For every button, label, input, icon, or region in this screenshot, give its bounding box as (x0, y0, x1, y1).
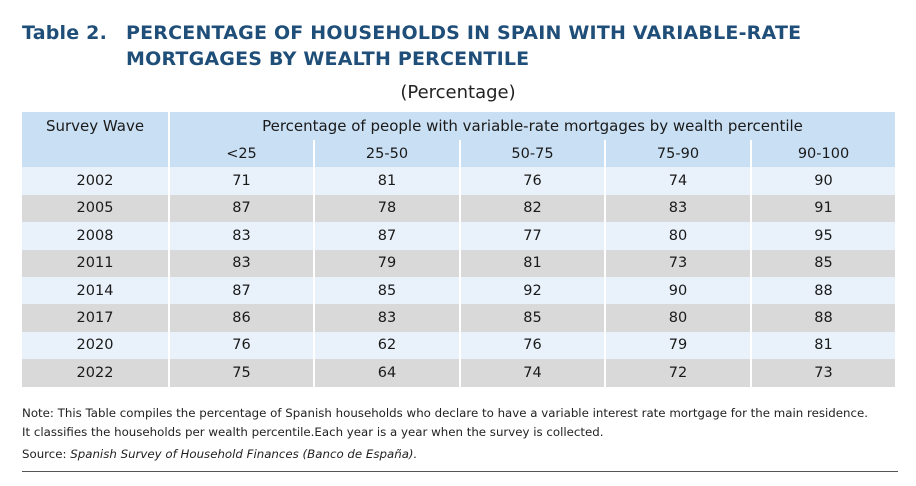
value-cell: 74 (459, 359, 604, 387)
survey-wave-cell: 2014 (22, 276, 168, 305)
table-row: 2014 87 85 92 90 88 (22, 276, 895, 305)
value-cell: 86 (168, 304, 313, 332)
value-cell: 85 (750, 249, 895, 277)
table-row: 2005 87 78 82 83 91 (22, 194, 895, 223)
value-cell: 79 (313, 249, 459, 277)
source-label: Source: (22, 447, 71, 461)
survey-wave-cell: 2002 (22, 167, 168, 195)
value-cell: 83 (168, 222, 313, 250)
value-cell: 74 (604, 167, 750, 195)
value-cell: 73 (604, 249, 750, 277)
value-cell: 62 (313, 331, 459, 360)
value-cell: 81 (459, 249, 604, 277)
value-cell: 91 (750, 194, 895, 223)
value-cell: 83 (604, 194, 750, 223)
value-cell: 88 (750, 304, 895, 332)
source-text: Spanish Survey of Household Finances (Ba… (70, 447, 418, 461)
survey-wave-cell: 2020 (22, 331, 168, 360)
value-cell: 71 (168, 167, 313, 195)
value-cell: 76 (459, 167, 604, 195)
header-survey-wave: Survey Wave (22, 112, 168, 140)
value-cell: 81 (313, 167, 459, 195)
value-cell: 76 (459, 331, 604, 360)
value-cell: 95 (750, 222, 895, 250)
data-table: Survey Wave Percentage of people with va… (22, 112, 895, 387)
survey-wave-cell: 2017 (22, 304, 168, 332)
value-cell: 64 (313, 359, 459, 387)
table-source: Source: Spanish Survey of Household Fina… (22, 447, 417, 461)
column-header: 90-100 (750, 140, 895, 168)
header-empty (22, 140, 168, 168)
value-cell: 87 (168, 194, 313, 223)
value-cell: 87 (168, 276, 313, 305)
table-row: 2022 75 64 74 72 73 (22, 359, 895, 387)
survey-wave-cell: 2022 (22, 359, 168, 387)
value-cell: 79 (604, 331, 750, 360)
table-row: 2017 86 83 85 80 88 (22, 304, 895, 332)
value-cell: 72 (604, 359, 750, 387)
column-header: 75-90 (604, 140, 750, 168)
table-title: Table 2. PERCENTAGE OF HOUSEHOLDS IN SPA… (22, 20, 902, 72)
table-row: 2002 71 81 76 74 90 (22, 167, 895, 195)
table-note: Note: This Table compiles the percentage… (22, 404, 912, 442)
column-header: 50-75 (459, 140, 604, 168)
table-row: 2011 83 79 81 73 85 (22, 249, 895, 277)
value-cell: 90 (750, 167, 895, 195)
value-cell: 83 (168, 249, 313, 277)
value-cell: 81 (750, 331, 895, 360)
table-number: Table 2. (22, 22, 107, 44)
table-row: 2020 76 62 76 79 81 (22, 331, 895, 360)
value-cell: 77 (459, 222, 604, 250)
title-line-2: MORTGAGES BY WEALTH PERCENTILE (126, 48, 530, 70)
value-cell: 88 (750, 276, 895, 305)
survey-wave-cell: 2008 (22, 222, 168, 250)
value-cell: 92 (459, 276, 604, 305)
table-row: 2008 83 87 77 80 95 (22, 222, 895, 250)
bottom-rule (22, 471, 898, 472)
value-cell: 83 (313, 304, 459, 332)
value-cell: 78 (313, 194, 459, 223)
value-cell: 73 (750, 359, 895, 387)
survey-wave-cell: 2005 (22, 194, 168, 223)
value-cell: 76 (168, 331, 313, 360)
value-cell: 75 (168, 359, 313, 387)
value-cell: 87 (313, 222, 459, 250)
title-line-1: PERCENTAGE OF HOUSEHOLDS IN SPAIN WITH V… (126, 22, 802, 44)
value-cell: 80 (604, 222, 750, 250)
table-subtitle: (Percentage) (400, 82, 516, 103)
value-cell: 85 (313, 276, 459, 305)
header-group: Percentage of people with variable-rate … (168, 112, 895, 140)
column-header: <25 (168, 140, 313, 168)
note-line-1: Note: This Table compiles the percentage… (22, 406, 869, 420)
value-cell: 85 (459, 304, 604, 332)
value-cell: 82 (459, 194, 604, 223)
survey-wave-cell: 2011 (22, 249, 168, 277)
value-cell: 80 (604, 304, 750, 332)
value-cell: 90 (604, 276, 750, 305)
column-header: 25-50 (313, 140, 459, 168)
note-line-2: It classifies the households per wealth … (22, 425, 604, 439)
